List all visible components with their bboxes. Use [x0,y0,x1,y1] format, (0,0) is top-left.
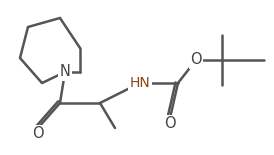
Text: N: N [59,64,70,80]
Text: O: O [164,117,176,131]
Text: O: O [32,126,44,142]
Text: HN: HN [130,76,150,90]
Text: O: O [190,53,202,67]
